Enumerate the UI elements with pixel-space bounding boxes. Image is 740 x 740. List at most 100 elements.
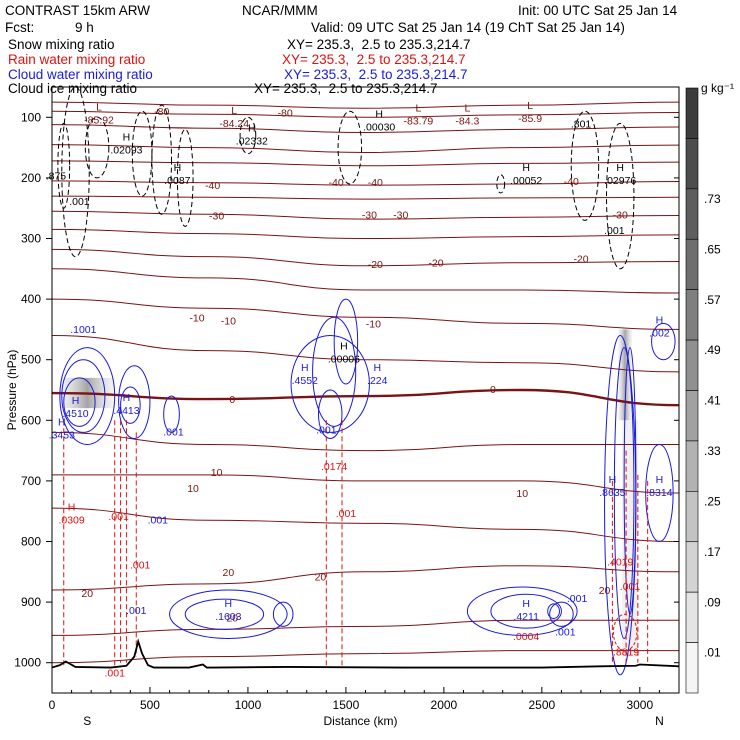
- extremum-value: .3453: [49, 429, 75, 441]
- colorbar-segment: [685, 87, 699, 139]
- isotherm-label: -80: [154, 106, 169, 118]
- fcst-value: 9 h: [75, 20, 94, 35]
- cloud-water-contour: [169, 589, 288, 639]
- valid-time: Valid: 09 UTC Sat 25 Jan 14 (19 ChT Sat …: [311, 20, 625, 35]
- snow-contour: [570, 110, 600, 221]
- cloud-water-contour: [317, 389, 343, 439]
- isotherm--45: [52, 160, 679, 167]
- isotherm--50: [52, 144, 679, 153]
- isotherm-label: 20: [223, 567, 235, 579]
- extremum-marker: H: [373, 362, 381, 374]
- isotherm-label: 20: [226, 612, 238, 624]
- extremum-value: .4019: [607, 557, 633, 569]
- extremum-value: -84.3: [455, 116, 479, 128]
- cloud-water-contour: [645, 444, 674, 542]
- extremum-marker: H: [123, 132, 131, 144]
- isotherm-25: [52, 619, 679, 636]
- isotherm-20: [52, 565, 679, 591]
- isotherm--35: [52, 195, 679, 200]
- isotherm-label: -40: [564, 176, 579, 188]
- x-tick-label: 1000: [235, 698, 262, 712]
- y-axis-label: Pressure (hPa): [5, 350, 19, 431]
- extremum-value: .02976: [604, 175, 636, 187]
- colorbar-label: .33: [704, 444, 721, 458]
- colorbar-segment: [685, 339, 699, 391]
- isotherm-label: -30: [362, 209, 377, 221]
- extremum-value: .00052: [510, 175, 542, 187]
- extremum-value: .8819: [613, 646, 639, 658]
- isotherm--5: [52, 334, 679, 373]
- extremum-marker: L: [415, 103, 421, 115]
- extremum-value: .001: [148, 514, 169, 526]
- extremum-value: .8314: [646, 487, 672, 499]
- isotherm-label: 20: [599, 585, 611, 597]
- extremum-marker: H: [301, 362, 309, 374]
- extremum-value: .001: [130, 560, 151, 572]
- extremum-value: .0174: [321, 461, 347, 473]
- isotherm-label: 0: [490, 384, 496, 396]
- colorbar-label: .49: [704, 343, 721, 357]
- isotherm--20: [52, 248, 679, 267]
- field-cloud-water-xy: XY= 235.3, 2.5 to 235.3,214.7: [284, 67, 468, 82]
- cloud-water-contour: [651, 322, 676, 361]
- isotherm-label: -80: [278, 107, 293, 119]
- colorbar-label: .41: [704, 394, 721, 408]
- colorbar-segment: [685, 642, 699, 694]
- colorbar-segment: [685, 289, 699, 341]
- y-tick-label: 900: [21, 595, 41, 609]
- extremum-value: .02332: [236, 136, 268, 148]
- isotherm-label: -10: [366, 318, 381, 330]
- isotherm--15: [52, 268, 679, 294]
- extremum-marker: H: [656, 474, 664, 486]
- colorbar-segment: [685, 390, 699, 442]
- fcst-label: Fcst:: [5, 20, 35, 35]
- colorbar-label: .01: [704, 646, 721, 660]
- isotherm-label: -40: [329, 177, 344, 189]
- extremum-marker: H: [656, 315, 664, 327]
- isotherm--80: [52, 101, 679, 109]
- y-tick-label: 200: [21, 171, 41, 185]
- extremum-value: -85.92: [84, 114, 114, 126]
- isotherm-0: [52, 388, 679, 407]
- extremum-value: .001: [69, 196, 90, 208]
- extremum-value: .8635: [599, 487, 625, 499]
- extremum-value: -85.9: [518, 113, 542, 125]
- extremum-value: .001: [163, 426, 184, 438]
- extremum-marker: H: [522, 598, 530, 610]
- y-tick-label: 700: [21, 474, 41, 488]
- isotherm-5: [52, 431, 679, 452]
- extremum-value: .4510: [62, 408, 88, 420]
- extremum-value: .001: [126, 605, 147, 617]
- colorbar-segment: [685, 491, 699, 543]
- extremum-marker: H: [58, 416, 66, 428]
- snow-contour: [57, 122, 71, 209]
- isotherm--70: [52, 110, 679, 118]
- snow-contour: [84, 116, 110, 179]
- extremum-value: .0309: [58, 514, 84, 526]
- extremum-value: .001: [604, 225, 625, 237]
- extremum-value: .1603: [215, 611, 241, 623]
- snow-contour: [131, 110, 153, 197]
- extremum-marker: L: [96, 101, 102, 113]
- snow-contour: [151, 104, 173, 215]
- isotherm--40: [52, 180, 679, 186]
- north-label: N: [655, 714, 664, 728]
- cloud-water-contour: [163, 395, 180, 433]
- extremum-value: .02093: [110, 145, 142, 157]
- extremum-value: -83.79: [404, 116, 434, 128]
- extremum-marker: L: [464, 103, 470, 115]
- extremum-marker: H: [609, 474, 617, 486]
- colorbar-segment: [685, 541, 699, 593]
- extremum-marker: H: [616, 162, 624, 174]
- field-rain-xy: XY= 235.3, 2.5 to 235.3,214.7: [282, 52, 466, 67]
- isotherm-label: -20: [368, 259, 383, 271]
- extremum-marker: H: [72, 395, 80, 407]
- x-tick-label: 0: [49, 698, 56, 712]
- cloud-water-contour: [290, 334, 370, 433]
- isotherm--30: [52, 210, 679, 220]
- extremum-value: .1001: [70, 324, 96, 336]
- cloud-water-contour: [549, 601, 574, 627]
- cloud-water-contour: [118, 365, 151, 439]
- isotherm-label: -10: [221, 315, 236, 327]
